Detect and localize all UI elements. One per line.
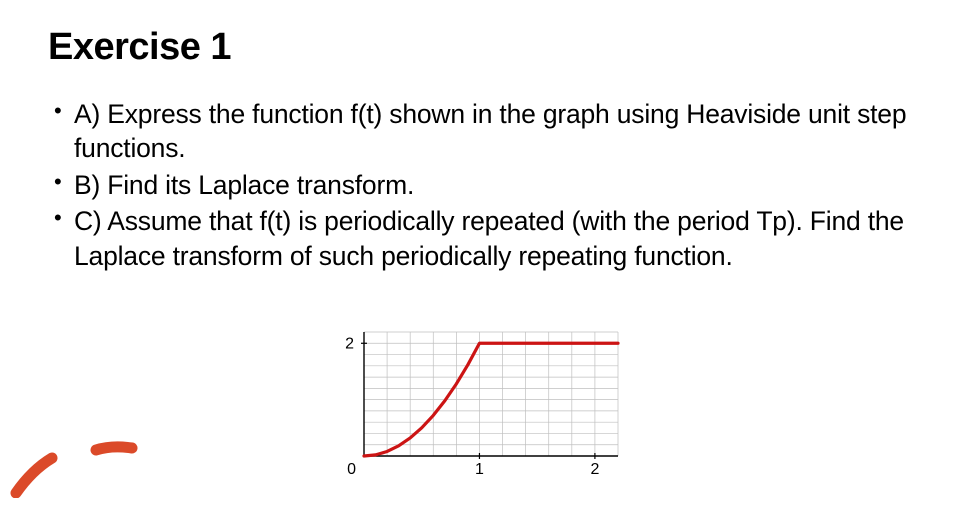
chart-svg: 2012 [328, 326, 624, 474]
bullet-a: A) Express the function f(t) shown in th… [48, 97, 919, 166]
slide: Exercise 1 A) Express the function f(t) … [0, 0, 967, 521]
bullet-c: C) Assume that f(t) is periodically repe… [48, 204, 919, 273]
bullet-list: A) Express the function f(t) shown in th… [48, 97, 919, 273]
function-chart: 2012 [328, 326, 624, 474]
svg-text:1: 1 [475, 461, 484, 474]
svg-text:2: 2 [590, 461, 599, 474]
svg-text:2: 2 [345, 335, 354, 352]
hand-drawn-annotation [4, 418, 164, 498]
page-title: Exercise 1 [48, 26, 919, 69]
annotation-svg [4, 418, 164, 498]
svg-text:0: 0 [347, 461, 356, 474]
bullet-b: B) Find its Laplace transform. [48, 168, 919, 202]
